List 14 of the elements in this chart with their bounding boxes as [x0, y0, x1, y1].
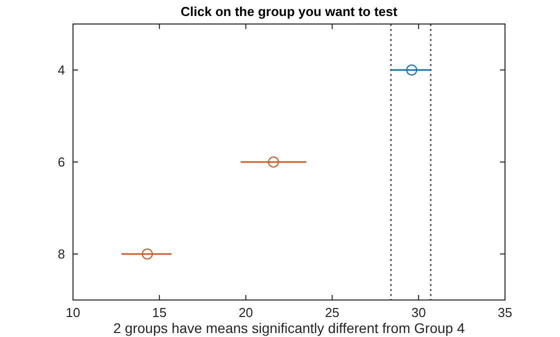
x-tick-label: 30	[411, 305, 426, 320]
y-tick-label: 6	[58, 154, 65, 170]
x-tick-label: 20	[238, 305, 254, 320]
x-tick-label: 10	[66, 305, 80, 320]
y-tick-label: 8	[58, 246, 65, 262]
chart-title: Click on the group you want to test	[180, 4, 398, 19]
x-tick-label: 35	[498, 305, 512, 320]
point	[268, 156, 279, 168]
x-tick-label: 25	[324, 305, 340, 320]
x-axis-title: 2 groups have means significantly different from Group 4	[113, 320, 465, 336]
point	[142, 248, 153, 260]
y-tick-label: 4	[58, 62, 65, 78]
x-tick-label: 15	[152, 305, 167, 320]
point	[406, 64, 418, 76]
